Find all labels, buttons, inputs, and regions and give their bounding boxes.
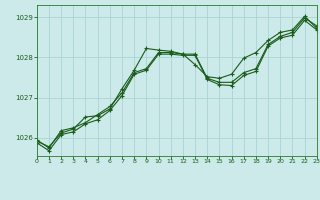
Text: Graphe pression niveau de la mer (hPa): Graphe pression niveau de la mer (hPa)	[58, 184, 262, 193]
